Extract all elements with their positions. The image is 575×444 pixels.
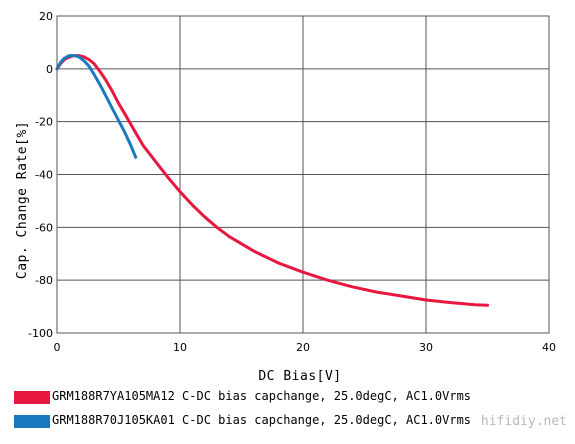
y-tick-label: -80 — [35, 274, 53, 287]
series-line-2 — [55, 54, 138, 159]
plot-frame — [56, 15, 550, 334]
legend-swatch-2 — [14, 415, 50, 428]
series-line-1 — [55, 54, 489, 307]
y-tick-label: 20 — [39, 10, 53, 23]
x-tick-label: 40 — [542, 341, 556, 354]
x-tick-label: 20 — [296, 341, 310, 354]
x-tick-label: 10 — [173, 341, 187, 354]
x-tick-label: 30 — [419, 341, 433, 354]
watermark: hifidiy.net — [480, 414, 567, 429]
y-tick-label: -60 — [35, 221, 53, 234]
y-tick-label: -20 — [35, 116, 53, 129]
legend-item-2: GRM188R70J105KA01 C-DC bias capchange, 2… — [14, 413, 570, 431]
legend-item-1: GRM188R7YA105MA12 C-DC bias capchange, 2… — [14, 389, 570, 407]
y-tick-label: -100 — [28, 327, 53, 340]
y-axis-label: Cap. Change Rate[%] — [15, 121, 30, 279]
legend-label-2: GRM188R70J105KA01 C-DC bias capchange, 2… — [52, 413, 472, 427]
tick-labels: 0 10 20 30 40 20 0 -20 -40 -60 -80 -100 — [28, 10, 556, 354]
y-tick-label: -40 — [35, 169, 53, 182]
legend-swatch-1 — [14, 391, 50, 404]
x-tick-label: 0 — [54, 341, 61, 354]
series-lines — [55, 54, 489, 307]
y-tick-label: 0 — [46, 63, 53, 76]
x-axis-label: DC Bias[V] — [258, 369, 341, 384]
legend-label-1: GRM188R7YA105MA12 C-DC bias capchange, 2… — [52, 389, 472, 403]
grid — [56, 15, 550, 334]
